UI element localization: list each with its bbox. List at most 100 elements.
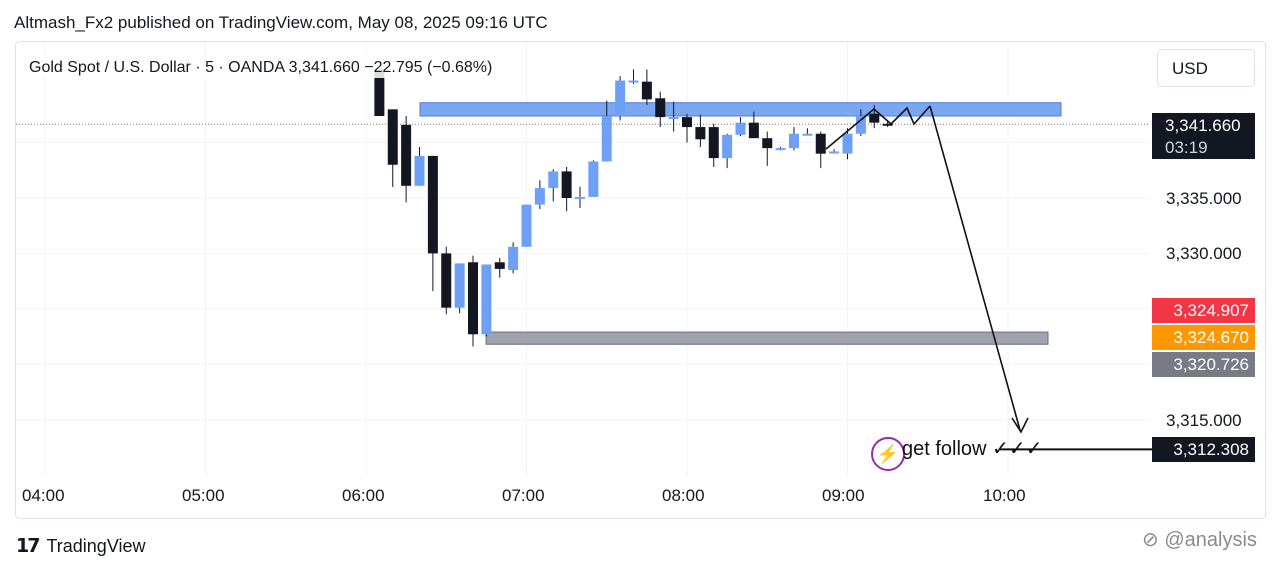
tradingview-mark-icon: 𝟭𝟳	[16, 536, 40, 557]
time-label-0700: 07:00	[502, 486, 545, 505]
candle-body	[695, 127, 706, 140]
candle	[722, 133, 733, 169]
price-tick-3335: 3,335.000	[1166, 189, 1242, 208]
candle-body	[414, 155, 425, 186]
candle-body	[588, 161, 599, 197]
candle-body	[655, 98, 666, 118]
time-label-0600: 06:00	[342, 486, 385, 505]
candle	[441, 246, 452, 315]
candle-body	[508, 246, 519, 271]
candle-body	[401, 124, 412, 186]
candle-body	[882, 123, 893, 126]
candle	[815, 131, 826, 169]
candle-body	[748, 122, 759, 139]
time-label-0400: 04:00	[22, 486, 65, 505]
price-tag-gray: 3,320.726	[1152, 352, 1255, 377]
candle	[575, 186, 585, 208]
candle-body	[534, 188, 545, 205]
bar-countdown: 03:19	[1165, 138, 1208, 157]
chart-frame[interactable]	[15, 41, 1266, 519]
candle-body	[829, 151, 840, 154]
lightning-bolt-icon[interactable]: ⚡	[871, 437, 905, 471]
candle-body	[682, 117, 692, 128]
candle	[748, 111, 759, 139]
annotation-text: get follow ✓✓✓	[902, 438, 1043, 460]
candle-body	[494, 262, 505, 269]
candle	[829, 149, 840, 154]
candle	[641, 69, 652, 105]
candle	[508, 242, 519, 274]
candle	[601, 100, 612, 162]
candle	[468, 255, 478, 347]
candle-body	[441, 253, 452, 308]
watermark-text: @analysis	[1164, 529, 1257, 551]
chart-zones	[419, 102, 1062, 345]
candle	[855, 109, 866, 136]
time-label-0800: 08:00	[662, 486, 705, 505]
support-zone	[485, 331, 1049, 345]
candle	[548, 169, 559, 202]
price-tag-orange: 3,324.670	[1152, 325, 1255, 350]
candle	[494, 257, 505, 278]
chart-grid	[16, 42, 1150, 476]
candle-body	[708, 127, 719, 159]
live-price-tag: 3,341.660 03:19	[1152, 113, 1255, 159]
brand-name: TradingView	[46, 536, 146, 556]
drop-arrow-head	[1011, 417, 1029, 434]
candle	[427, 155, 438, 292]
candle	[414, 147, 425, 186]
candle-body	[615, 80, 626, 117]
candle	[762, 131, 773, 166]
candle-body	[668, 117, 679, 120]
candle	[882, 121, 893, 128]
zigzag-projection	[825, 105, 931, 150]
time-label-0900: 09:00	[822, 486, 865, 505]
live-price: 3,341.660	[1165, 116, 1241, 135]
candle-body	[641, 81, 652, 100]
candle-body	[775, 148, 786, 151]
candle-body	[468, 262, 478, 335]
candle-body	[427, 155, 438, 254]
candle-body	[855, 116, 866, 134]
candle-body	[521, 204, 532, 247]
candle-body	[387, 109, 398, 165]
candle	[655, 91, 666, 128]
candle	[454, 263, 465, 314]
watermark-icon: ⊘	[1142, 529, 1165, 551]
candle	[735, 117, 746, 136]
candle	[588, 160, 599, 197]
drop-arrow-line	[929, 105, 1021, 431]
price-tag-target: 3,312.308	[1152, 437, 1255, 462]
candle	[628, 69, 639, 84]
candle-body	[548, 171, 559, 189]
tradingview-logo[interactable]: 𝟭𝟳 TradingView	[16, 535, 146, 558]
candle	[668, 101, 679, 132]
candle	[521, 204, 532, 247]
candle-series	[374, 69, 893, 347]
time-label-0500: 05:00	[182, 486, 225, 505]
candle-body	[722, 134, 733, 159]
chart-drawings	[825, 105, 1152, 451]
publish-line: Altmash_Fx2 published on TradingView.com…	[14, 13, 548, 32]
candle	[387, 109, 398, 187]
candle-body	[789, 133, 799, 149]
watermark: ⊘ @analysis	[1142, 527, 1257, 552]
price-tick-3315: 3,315.000	[1166, 411, 1242, 430]
resistance-zone	[419, 102, 1062, 117]
candle	[561, 166, 572, 212]
candle	[534, 180, 545, 210]
candle-body	[628, 80, 639, 83]
currency-selector[interactable]: USD	[1157, 49, 1255, 87]
candle-body	[735, 122, 746, 135]
candle	[789, 127, 799, 151]
candle-body	[561, 171, 572, 198]
candle	[615, 76, 626, 121]
candle-body	[454, 263, 465, 308]
candle-body	[869, 113, 880, 123]
candle-body	[374, 69, 385, 117]
candle-body	[762, 138, 773, 149]
candle	[775, 147, 786, 151]
symbol-legend[interactable]: Gold Spot / U.S. Dollar · 5 · OANDA 3,34…	[29, 58, 493, 78]
candle	[802, 128, 813, 136]
